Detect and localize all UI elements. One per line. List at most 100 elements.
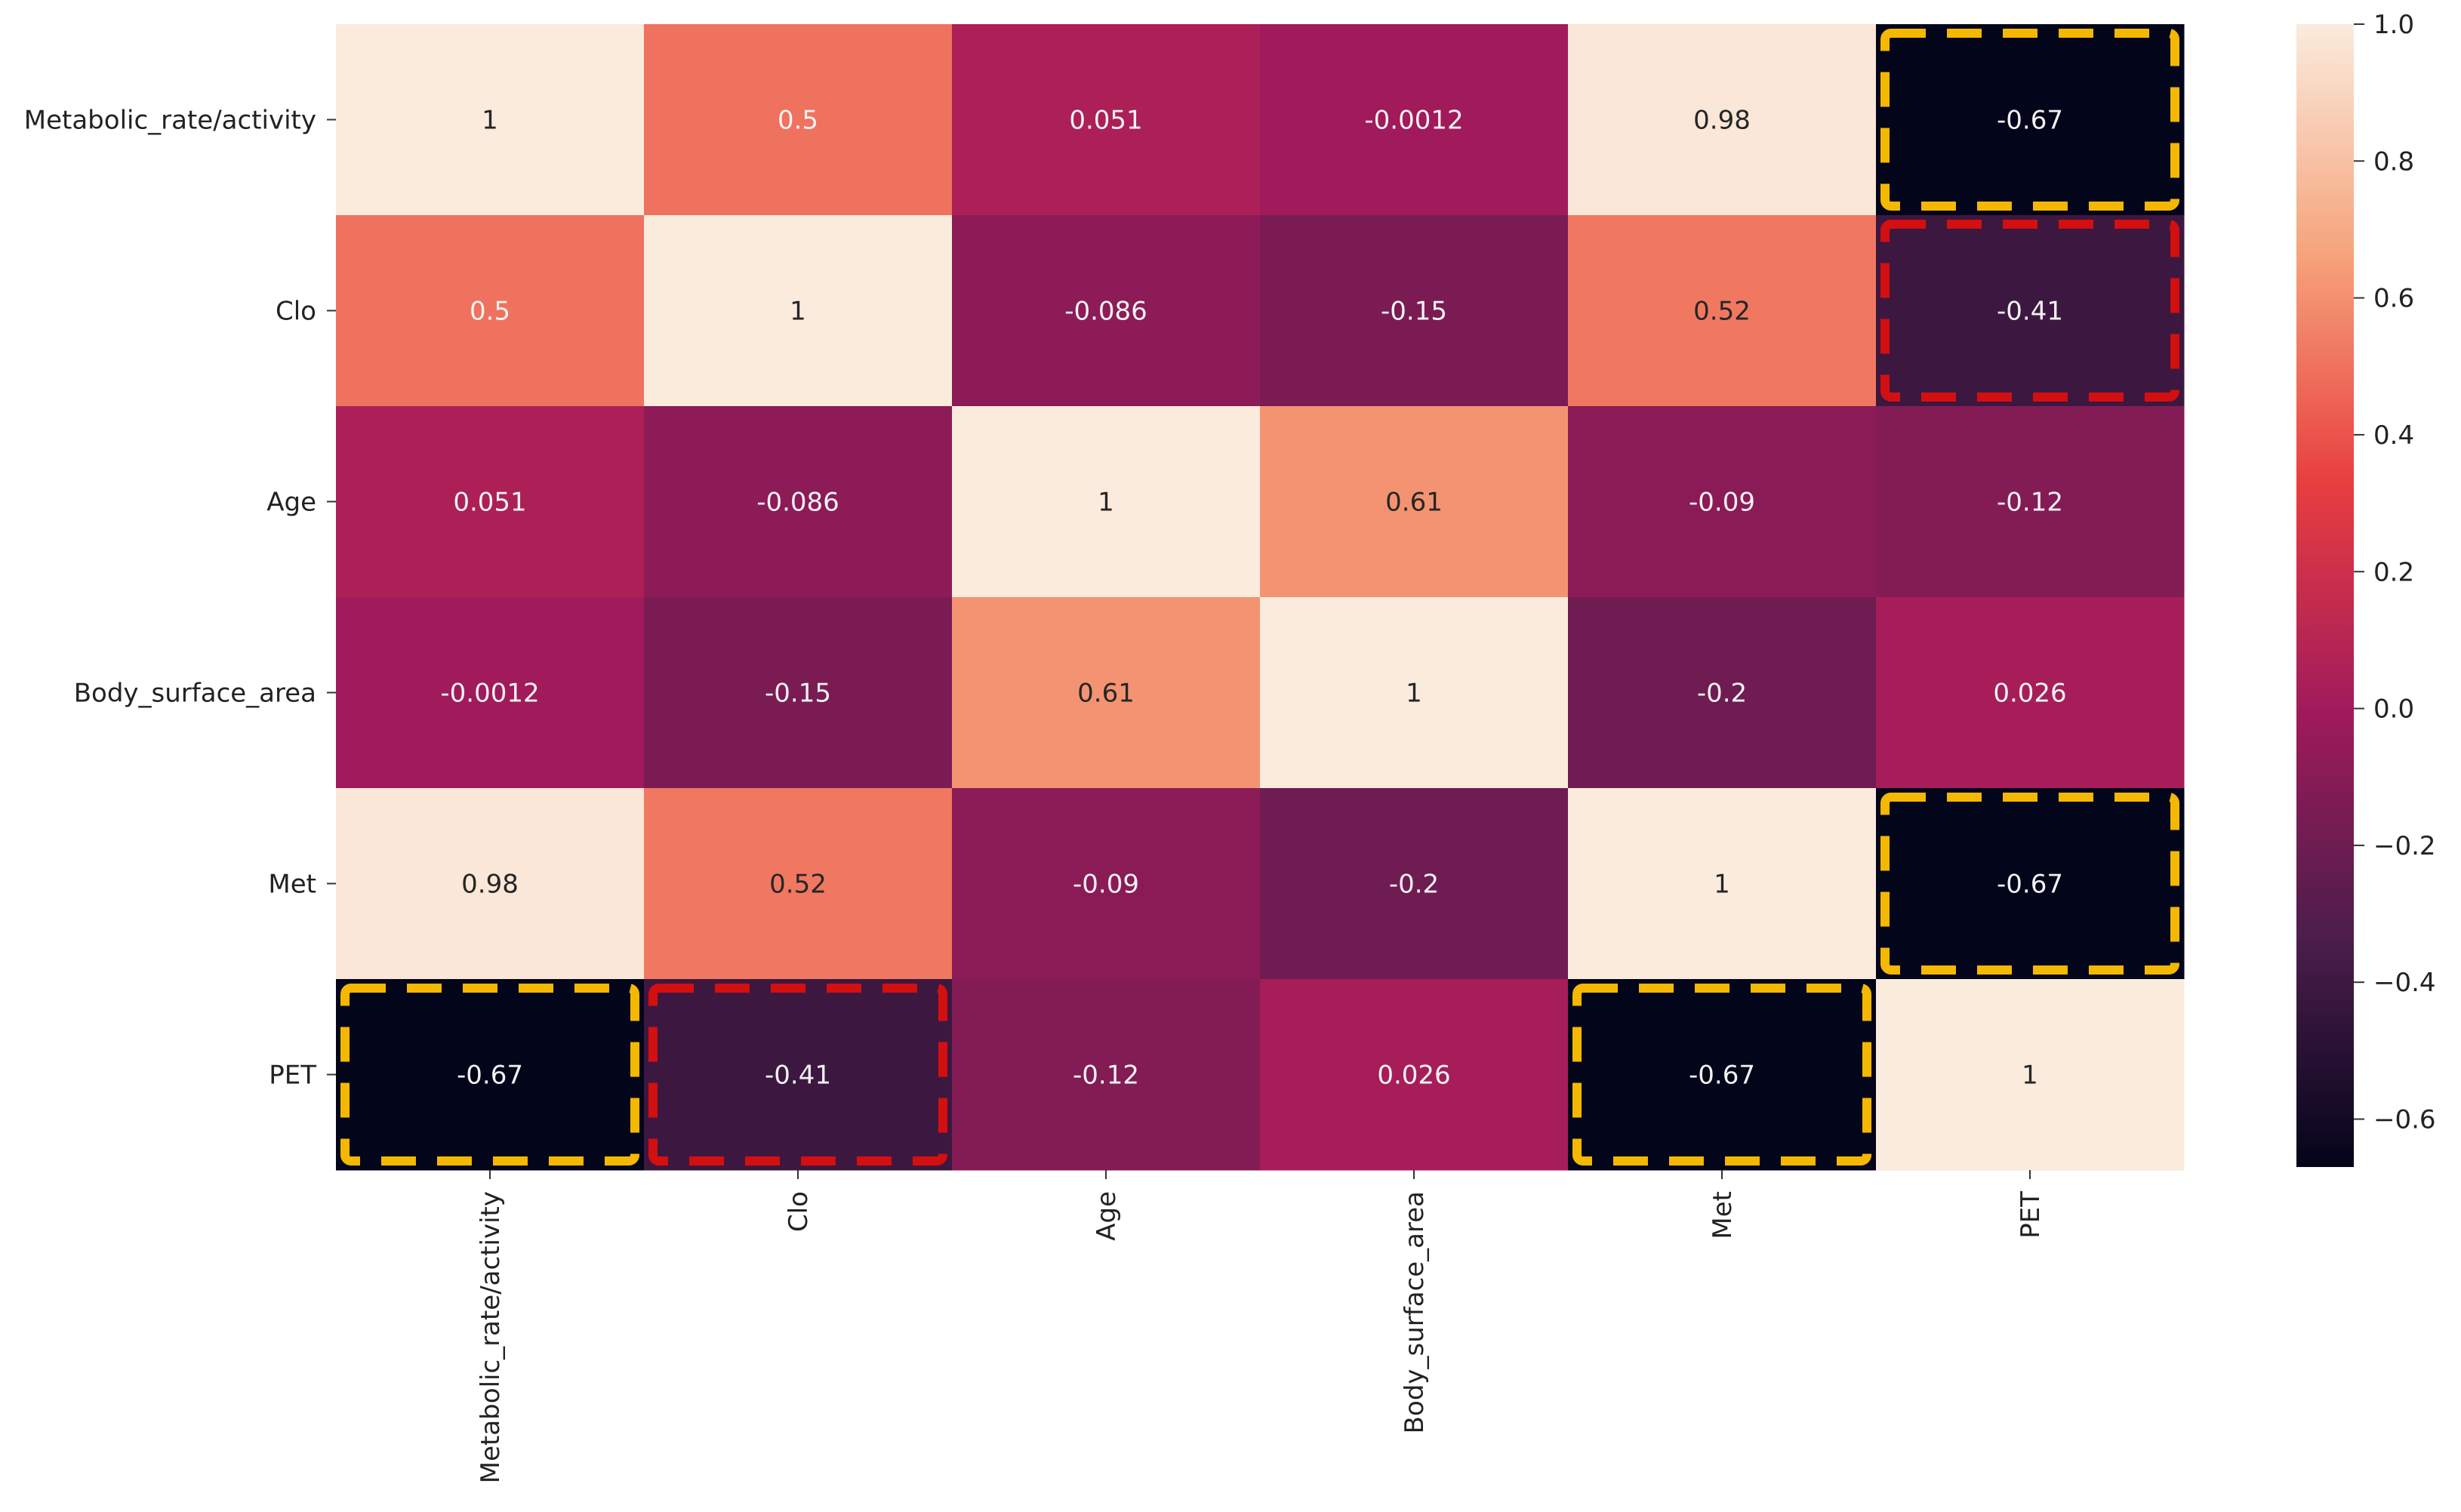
- colorbar-tick-label: −0.4: [2373, 968, 2436, 998]
- cell-value-label: 0.5: [778, 106, 818, 136]
- heatmap-cell: [336, 979, 645, 1171]
- colorbar-tick-label: 0.8: [2373, 146, 2414, 177]
- cell-value-label: -0.12: [1073, 1061, 1139, 1091]
- cell-value-label: -0.2: [1389, 870, 1439, 900]
- x-tick-label: PET: [2016, 1191, 2046, 1239]
- heatmap-cell: [1876, 597, 2185, 789]
- heatmap-cell: [1260, 597, 1569, 789]
- y-tick-label: Age: [266, 488, 316, 518]
- cell-value-label: -0.086: [756, 488, 839, 518]
- cell-value-label: 1: [1714, 870, 1730, 900]
- cell-value-label: -0.09: [1073, 870, 1139, 900]
- heatmap-cell: [336, 597, 645, 789]
- cell-value-label: -0.67: [1997, 106, 2063, 136]
- y-tick-label: Clo: [276, 297, 316, 327]
- heatmap-cell: [1568, 406, 1877, 598]
- x-tick-label: Clo: [784, 1191, 814, 1232]
- heatmap-cell: [1876, 788, 2185, 980]
- cell-value-label: -0.086: [1064, 297, 1147, 327]
- heatmap-cell: [1260, 24, 1569, 216]
- cell-value-label: -0.0012: [440, 679, 539, 709]
- cell-value-label: -0.12: [1997, 488, 2063, 518]
- cell-value-label: 1: [1098, 488, 1114, 518]
- colorbar-tick-label: −0.2: [2373, 831, 2436, 861]
- cell-value-label: -0.15: [1381, 297, 1447, 327]
- heatmap-cell: [644, 406, 953, 598]
- cell-value-label: -0.0012: [1364, 106, 1463, 136]
- cell-value-label: 0.026: [1993, 679, 2066, 709]
- heatmap-cell: [644, 24, 953, 216]
- colorbar-tick-label: 0.4: [2373, 420, 2414, 451]
- heatmap-cell: [952, 215, 1261, 407]
- heatmap-cell: [336, 24, 645, 216]
- cell-value-label: -0.67: [1689, 1061, 1755, 1091]
- cell-value-label: 0.52: [769, 870, 827, 900]
- heatmap-cell: [1260, 788, 1569, 980]
- cell-value-label: -0.15: [765, 679, 831, 709]
- colorbar-tick-label: −0.6: [2373, 1105, 2436, 1135]
- heatmap-cell: [952, 597, 1261, 789]
- heatmap-cell: [336, 788, 645, 980]
- heatmap-cell: [952, 406, 1261, 598]
- heatmap-cell: [952, 788, 1261, 980]
- cell-value-label: 1: [482, 106, 498, 136]
- cell-value-label: 0.051: [1069, 106, 1142, 136]
- highlight-box: [1880, 29, 2179, 211]
- y-tick-label: Body_surface_area: [74, 679, 316, 709]
- cell-value-label: 0.98: [1693, 106, 1751, 136]
- colorbar: 1.0 0.8 0.6 0.4 0.2 0.0 −0.2 −0.4 −0.6: [2296, 10, 2436, 1167]
- cell-value-label: 0.61: [1385, 488, 1443, 518]
- heatmap-cell: [1568, 979, 1877, 1171]
- y-tick-label: Met: [268, 870, 316, 900]
- highlight-box: [1572, 984, 1871, 1166]
- heatmap-cell: [336, 406, 645, 598]
- colorbar-tick-label: 0.6: [2373, 284, 2414, 314]
- colorbar-tick-label: 0.2: [2373, 557, 2414, 587]
- heatmap-cell: [1568, 24, 1877, 216]
- heatmap-cell: [1260, 979, 1569, 1171]
- heatmap-cell: [952, 979, 1261, 1171]
- cell-value-label: -0.67: [1997, 870, 2063, 900]
- x-tick-label: Age: [1092, 1191, 1122, 1241]
- colorbar-tick-label: 0.0: [2373, 694, 2414, 725]
- heatmap-cell: [1568, 597, 1877, 789]
- cell-value-label: 1: [790, 297, 806, 327]
- cell-value-label: 0.5: [470, 297, 510, 327]
- heatmap-cell: [1876, 215, 2185, 407]
- cell-value-label: -0.09: [1689, 488, 1755, 518]
- highlight-box: [648, 984, 947, 1166]
- x-axis-ticks: Metabolic_rate/activity Clo Age Body_surfac…: [476, 1170, 2046, 1483]
- cell-value-label: 0.051: [453, 488, 526, 518]
- cell-value-label: 1: [1406, 679, 1422, 709]
- heatmap-cells: [336, 24, 2185, 1171]
- x-tick-label: Met: [1708, 1191, 1738, 1239]
- heatmap-cell: [1260, 215, 1569, 407]
- heatmap-cell-labels: 1 0.5 0.051 -0.0012 0.98 -0.67 0.5 1 -0.086 -0.15…: [440, 106, 2066, 1091]
- heatmap-cell: [644, 215, 953, 407]
- heatmap-cell: [336, 215, 645, 407]
- heatmap-cell: [644, 597, 953, 789]
- heatmap-cell: [1568, 215, 1877, 407]
- cell-value-label: 0.026: [1377, 1061, 1450, 1091]
- cell-value-label: -0.2: [1697, 679, 1747, 709]
- highlight-box: [340, 984, 639, 1166]
- highlight-box: [1880, 220, 2179, 402]
- cell-value-label: -0.41: [1997, 297, 2063, 327]
- highlight-box: [1880, 793, 2179, 975]
- y-tick-label: Metabolic_rate/activity: [24, 106, 316, 136]
- heatmap-cell: [1876, 406, 2185, 598]
- heatmap-cell: [644, 979, 953, 1171]
- cell-value-label: -0.41: [765, 1061, 831, 1091]
- cell-value-label: 0.52: [1693, 297, 1751, 327]
- x-tick-label: Metabolic_rate/activity: [476, 1191, 506, 1483]
- colorbar-tick-label: 1.0: [2373, 10, 2414, 40]
- heatmap-cell: [1260, 406, 1569, 598]
- y-axis-ticks: Metabolic_rate/activity Clo Age Body_surfac…: [24, 106, 336, 1091]
- heatmap-cell: [952, 24, 1261, 216]
- heatmap-cell: [1876, 979, 2185, 1171]
- heatmap-cell: [644, 788, 953, 980]
- heatmap-cell: [1876, 24, 2185, 216]
- cell-value-label: 0.61: [1077, 679, 1135, 709]
- colorbar-gradient: [2296, 24, 2354, 1167]
